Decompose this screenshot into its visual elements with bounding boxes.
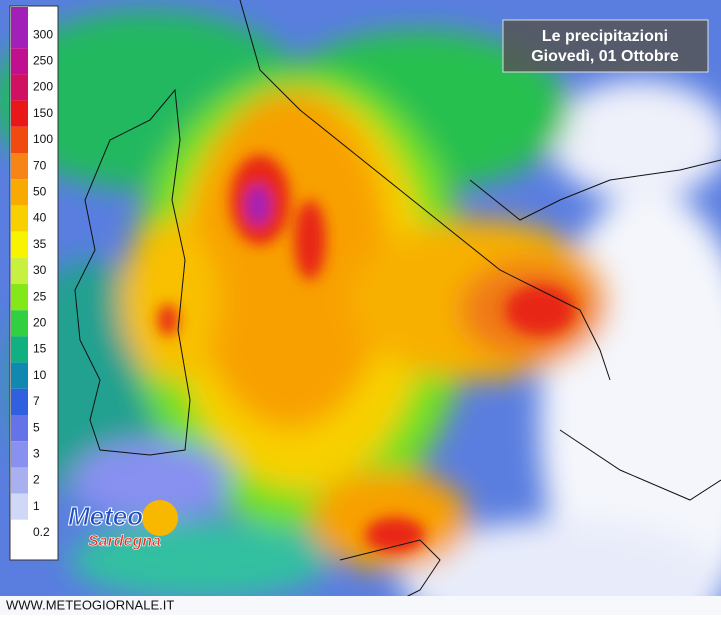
legend-label: 40	[33, 211, 47, 225]
legend-label: 50	[33, 184, 47, 198]
legend-swatch	[11, 100, 28, 127]
logo: Meteo Sardegna	[68, 500, 178, 551]
legend-swatch	[11, 126, 28, 153]
legend-label: 1	[33, 499, 40, 513]
legend-swatch	[11, 48, 28, 75]
legend-swatch	[11, 284, 28, 311]
legend-label: 30	[33, 263, 47, 277]
legend-swatch	[11, 362, 28, 389]
title-background	[502, 19, 709, 73]
legend-label: 5	[33, 420, 40, 434]
legend-swatch	[11, 179, 28, 206]
legend-swatch	[11, 467, 28, 494]
legend-swatch	[11, 441, 28, 468]
legend-swatch	[11, 415, 28, 442]
legend-label: 25	[33, 289, 47, 303]
legend-label: 200	[33, 80, 53, 94]
legend-swatch	[11, 205, 28, 232]
legend-swatch	[11, 519, 28, 546]
legend-label: 250	[33, 53, 53, 67]
legend-label: 20	[33, 315, 47, 329]
legend-label: 10	[33, 368, 47, 382]
legend-label: 70	[33, 158, 47, 172]
legend-swatch	[11, 22, 28, 49]
title-line: Le precipitazioni	[542, 28, 668, 45]
legend-label: 150	[33, 106, 53, 120]
legend-label: 2	[33, 473, 40, 487]
logo-text: Meteo	[68, 501, 143, 531]
legend: 300 250 200 150 100 70 50 40 35 30 25 20 15 10 7 5 3 2 1 0.…	[9, 5, 59, 561]
legend-swatch-top	[11, 7, 28, 22]
title-box: Le precipitazioni Giovedì, 01 Ottobre	[502, 19, 709, 73]
legend-swatch	[11, 153, 28, 180]
legend-swatch	[11, 388, 28, 415]
logo-text: Sardegna	[88, 533, 161, 550]
legend-label: 100	[33, 132, 53, 146]
legend-swatch	[11, 257, 28, 284]
logo-sun	[142, 500, 178, 536]
footer-bar	[0, 596, 721, 615]
legend-label: 15	[33, 342, 47, 356]
legend-swatch	[11, 493, 28, 520]
legend-swatch	[11, 74, 28, 101]
coastlines	[74, 0, 721, 601]
legend-label: 35	[33, 237, 47, 251]
legend-label: 3	[33, 446, 40, 460]
legend-swatch	[11, 336, 28, 363]
legend-swatch	[11, 310, 28, 337]
footer-url: WWW.METEOGIORNALE.IT	[6, 597, 174, 612]
legend-label: 0.2	[33, 525, 50, 539]
legend-swatch	[11, 231, 28, 258]
title-line: Giovedì, 01 Ottobre	[531, 48, 679, 65]
legend-label: 7	[33, 394, 40, 408]
legend-label: 300	[33, 27, 53, 41]
